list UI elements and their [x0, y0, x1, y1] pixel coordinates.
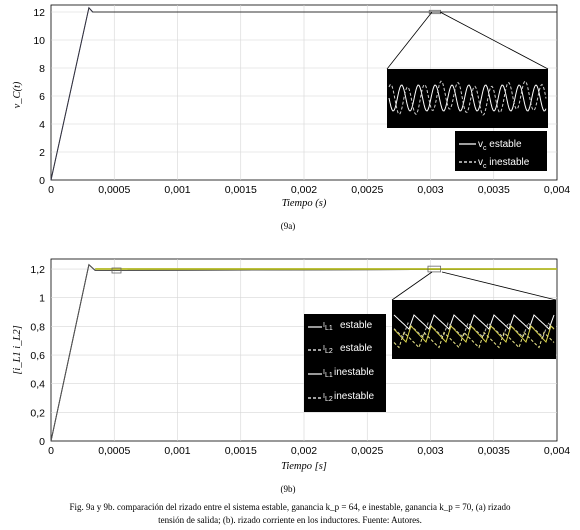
y-tick-label: 4	[39, 119, 45, 131]
x-tick-label: 0,004	[544, 445, 570, 457]
y-tick-label: 0,8	[30, 321, 45, 333]
y-tick-label: 8	[39, 63, 45, 75]
legend-a: vc estable vc inestable	[455, 131, 547, 171]
chart-9a: 0 0,0005 0,001 0,0015 0,002 0,0025 0,003 0,0035…	[12, 4, 570, 231]
y-axis-label-a: v_C(t)	[12, 81, 23, 108]
legend-b-entry-3: inestable	[334, 367, 374, 378]
x-tick-label: 0,0005	[98, 184, 130, 196]
x-tick-label: 0	[48, 184, 54, 196]
x-tick-label: 0,0025	[351, 445, 383, 457]
sublabel-b: (9b)	[281, 484, 296, 494]
x-tick-label: 0,003	[417, 184, 443, 196]
y-tick-label: 6	[39, 91, 45, 103]
legend-b-entry-1: estable	[340, 320, 373, 331]
inset-wave	[393, 314, 555, 330]
zoom-region-b	[427, 265, 442, 273]
x-tick-label: 0,004	[544, 184, 570, 196]
series-line	[50, 6, 557, 181]
legend-b-symbol-2: IL2	[323, 345, 333, 355]
x-axis-label-b: Tiempo [s]	[281, 461, 327, 472]
x-tick-label: 0,0015	[225, 184, 257, 196]
y-tick-label: 12	[33, 7, 45, 19]
zoom-connector-a-left	[386, 11, 433, 70]
x-tick-label: 0,0035	[478, 184, 510, 196]
y-tick-label: 0,6	[30, 350, 45, 362]
figure-caption-line-1: Fig. 9a y 9b. comparación del rizado ent…	[70, 502, 511, 512]
x-tick-label: 0	[48, 445, 54, 457]
inset-wave-stable	[388, 84, 547, 112]
legend-b-entry-2: estable	[340, 343, 373, 354]
x-tick-label: 0,001	[164, 445, 190, 457]
x-tick-label: 0,0025	[351, 184, 383, 196]
y-tick-label: 0,4	[30, 379, 45, 391]
sublabel-a: (9a)	[281, 221, 296, 231]
x-tick-label: 0,003	[417, 445, 443, 457]
zoom-connector-b-left	[391, 271, 433, 301]
inset-wave-unstable	[388, 80, 547, 116]
zoom-region-b-small	[111, 267, 122, 274]
legend-b-symbol-4: IL2	[323, 393, 333, 403]
series-a	[50, 6, 557, 181]
figure-caption-line-2: tensión de salida; (b). rizado corriente…	[158, 515, 422, 525]
y-tick-label: 0	[39, 436, 45, 448]
x-tick-label: 0,0035	[478, 445, 510, 457]
series-b	[50, 263, 558, 442]
ticks-a: 0 0,0005 0,001 0,0015 0,002 0,0025 0,003 0,0035…	[33, 7, 570, 196]
zoom-connector-b-right	[441, 271, 557, 301]
y-tick-label: 2	[39, 147, 45, 159]
y-tick-label: 10	[33, 35, 45, 47]
legend-a-entry-2: vc inestable	[478, 157, 530, 170]
chart-9b: 0 0,0005 0,001 0,0015 0,002 0,0025 0,003 0,0035…	[12, 258, 570, 494]
y-axis-label-b: [i_L1 i_L2]	[12, 325, 23, 374]
ticks-b: 0 0,0005 0,001 0,0015 0,002 0,0025 0,003 0,0035…	[30, 264, 570, 457]
x-tick-label: 0,002	[291, 445, 317, 457]
y-tick-label: 0,2	[30, 407, 45, 419]
legend-a-box	[455, 131, 547, 171]
y-tick-label: 1,2	[30, 264, 45, 276]
legend-a-entry-1: vc estable	[478, 139, 522, 152]
zoom-inset-b-waves	[393, 314, 555, 349]
x-tick-label: 0,0005	[98, 445, 130, 457]
y-tick-label: 1	[39, 293, 45, 305]
x-axis-label-a: Tiempo (s)	[282, 198, 327, 209]
zoom-connector-a-right	[439, 11, 549, 70]
legend-b-entry-4: inestable	[334, 391, 374, 402]
zoom-inset-a-waves	[388, 80, 547, 116]
legend-b-symbol-1: IL1	[323, 322, 333, 332]
legend-b-symbol-3: IL1	[323, 369, 333, 379]
y-tick-label: 0	[39, 175, 45, 187]
x-tick-label: 0,0015	[225, 445, 257, 457]
inset-wave	[393, 325, 555, 343]
legend-b-box	[304, 314, 386, 412]
legend-b: IL1 estable IL2 estable IL1 inestable IL…	[304, 314, 386, 412]
x-tick-label: 0,002	[291, 184, 317, 196]
x-tick-label: 0,001	[164, 184, 190, 196]
